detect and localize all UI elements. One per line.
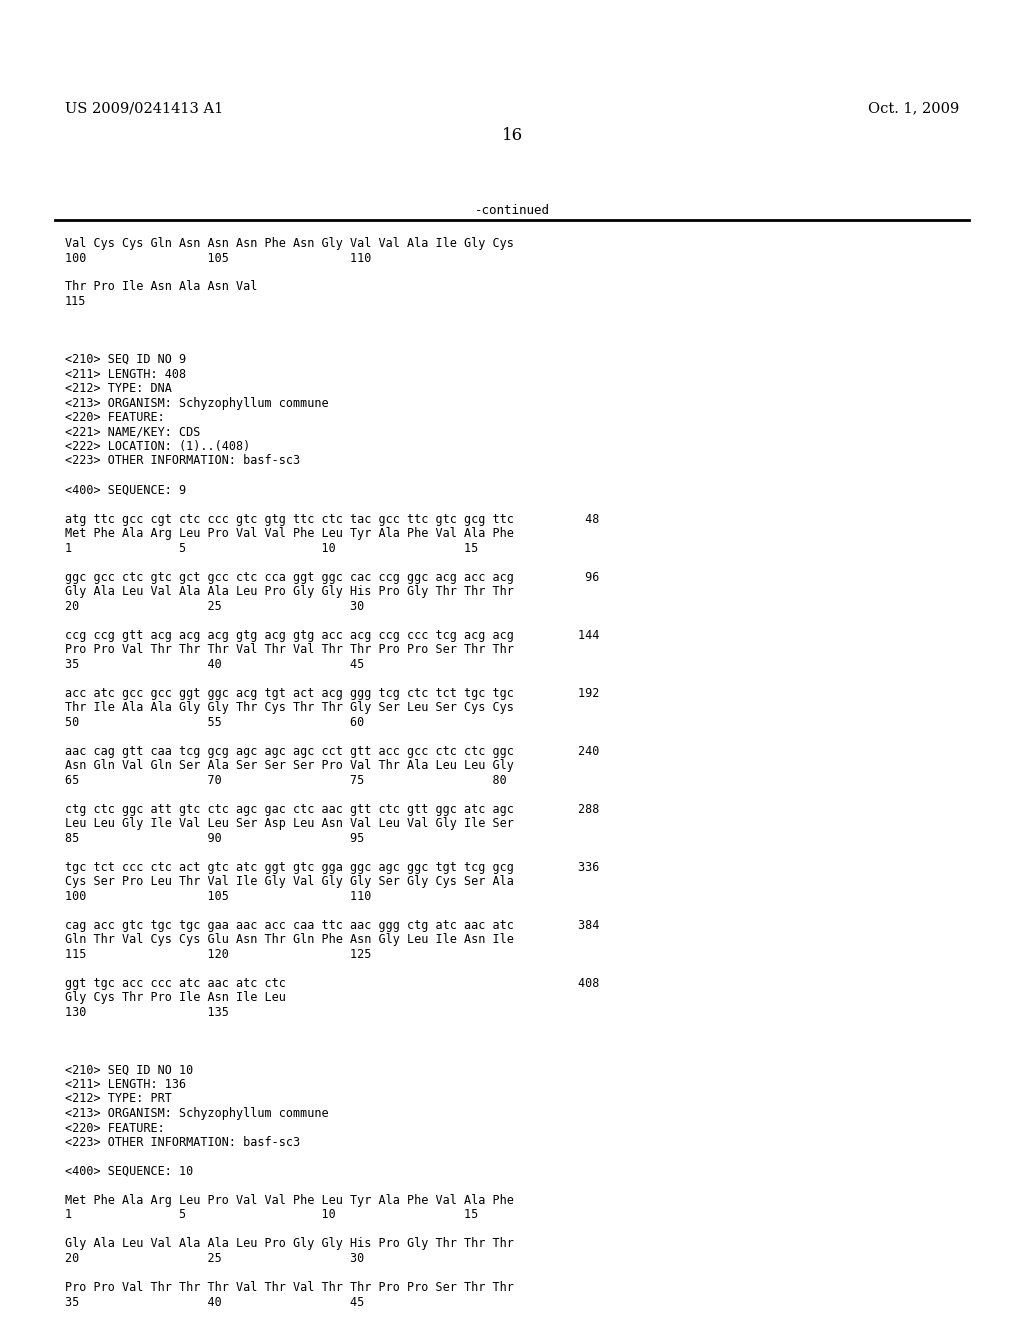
Text: -continued: -continued	[474, 203, 550, 216]
Text: 100                 105                 110: 100 105 110	[65, 252, 372, 264]
Text: acc atc gcc gcc ggt ggc acg tgt act acg ggg tcg ctc tct tgc tgc         192: acc atc gcc gcc ggt ggc acg tgt act acg …	[65, 686, 599, 700]
Text: US 2009/0241413 A1: US 2009/0241413 A1	[65, 102, 223, 115]
Text: <212> TYPE: DNA: <212> TYPE: DNA	[65, 381, 172, 395]
Text: <223> OTHER INFORMATION: basf-sc3: <223> OTHER INFORMATION: basf-sc3	[65, 454, 300, 467]
Text: 115                 120                 125: 115 120 125	[65, 948, 372, 961]
Text: <400> SEQUENCE: 10: <400> SEQUENCE: 10	[65, 1166, 194, 1177]
Text: ggc gcc ctc gtc gct gcc ctc cca ggt ggc cac ccg ggc acg acc acg          96: ggc gcc ctc gtc gct gcc ctc cca ggt ggc …	[65, 570, 599, 583]
Text: <213> ORGANISM: Schyzophyllum commune: <213> ORGANISM: Schyzophyllum commune	[65, 396, 329, 409]
Text: <212> TYPE: PRT: <212> TYPE: PRT	[65, 1093, 172, 1106]
Text: <211> LENGTH: 136: <211> LENGTH: 136	[65, 1078, 186, 1092]
Text: Pro Pro Val Thr Thr Thr Val Thr Val Thr Thr Pro Pro Ser Thr Thr: Pro Pro Val Thr Thr Thr Val Thr Val Thr …	[65, 1280, 514, 1294]
Text: Gly Ala Leu Val Ala Ala Leu Pro Gly Gly His Pro Gly Thr Thr Thr: Gly Ala Leu Val Ala Ala Leu Pro Gly Gly …	[65, 1238, 514, 1250]
Text: <221> NAME/KEY: CDS: <221> NAME/KEY: CDS	[65, 425, 201, 438]
Text: 20                  25                  30: 20 25 30	[65, 599, 365, 612]
Text: Asn Gln Val Gln Ser Ala Ser Ser Ser Pro Val Thr Ala Leu Leu Gly: Asn Gln Val Gln Ser Ala Ser Ser Ser Pro …	[65, 759, 514, 772]
Text: Val Cys Cys Gln Asn Asn Asn Phe Asn Gly Val Val Ala Ile Gly Cys: Val Cys Cys Gln Asn Asn Asn Phe Asn Gly …	[65, 238, 514, 249]
Text: ctg ctc ggc att gtc ctc agc gac ctc aac gtt ctc gtt ggc atc agc         288: ctg ctc ggc att gtc ctc agc gac ctc aac …	[65, 803, 599, 816]
Text: aac cag gtt caa tcg gcg agc agc agc cct gtt acc gcc ctc ctc ggc         240: aac cag gtt caa tcg gcg agc agc agc cct …	[65, 744, 599, 758]
Text: Thr Pro Ile Asn Ala Asn Val: Thr Pro Ile Asn Ala Asn Val	[65, 281, 257, 293]
Text: Cys Ser Pro Leu Thr Val Ile Gly Val Gly Gly Ser Gly Cys Ser Ala: Cys Ser Pro Leu Thr Val Ile Gly Val Gly …	[65, 875, 514, 888]
Text: <211> LENGTH: 408: <211> LENGTH: 408	[65, 367, 186, 380]
Text: <210> SEQ ID NO 9: <210> SEQ ID NO 9	[65, 352, 186, 366]
Text: <400> SEQUENCE: 9: <400> SEQUENCE: 9	[65, 483, 186, 496]
Text: 115: 115	[65, 294, 86, 308]
Text: <220> FEATURE:: <220> FEATURE:	[65, 1122, 165, 1134]
Text: Gln Thr Val Cys Cys Glu Asn Thr Gln Phe Asn Gly Leu Ile Asn Ile: Gln Thr Val Cys Cys Glu Asn Thr Gln Phe …	[65, 933, 514, 946]
Text: 85                  90                  95: 85 90 95	[65, 832, 365, 845]
Text: Oct. 1, 2009: Oct. 1, 2009	[867, 102, 959, 115]
Text: 130                 135: 130 135	[65, 1006, 229, 1019]
Text: <220> FEATURE:: <220> FEATURE:	[65, 411, 165, 424]
Text: tgc tct ccc ctc act gtc atc ggt gtc gga ggc agc ggc tgt tcg gcg         336: tgc tct ccc ctc act gtc atc ggt gtc gga …	[65, 861, 599, 874]
Text: 1               5                   10                  15: 1 5 10 15	[65, 541, 478, 554]
Text: Met Phe Ala Arg Leu Pro Val Val Phe Leu Tyr Ala Phe Val Ala Phe: Met Phe Ala Arg Leu Pro Val Val Phe Leu …	[65, 527, 514, 540]
Text: Gly Ala Leu Val Ala Ala Leu Pro Gly Gly His Pro Gly Thr Thr Thr: Gly Ala Leu Val Ala Ala Leu Pro Gly Gly …	[65, 585, 514, 598]
Text: ccg ccg gtt acg acg acg gtg acg gtg acc acg ccg ccc tcg acg acg         144: ccg ccg gtt acg acg acg gtg acg gtg acc …	[65, 628, 599, 642]
Text: 35                  40                  45: 35 40 45	[65, 657, 365, 671]
Text: 35                  40                  45: 35 40 45	[65, 1295, 365, 1308]
Text: atg ttc gcc cgt ctc ccc gtc gtg ttc ctc tac gcc ttc gtc gcg ttc          48: atg ttc gcc cgt ctc ccc gtc gtg ttc ctc …	[65, 512, 599, 525]
Text: Leu Leu Gly Ile Val Leu Ser Asp Leu Asn Val Leu Val Gly Ile Ser: Leu Leu Gly Ile Val Leu Ser Asp Leu Asn …	[65, 817, 514, 830]
Text: <223> OTHER INFORMATION: basf-sc3: <223> OTHER INFORMATION: basf-sc3	[65, 1137, 300, 1148]
Text: Pro Pro Val Thr Thr Thr Val Thr Val Thr Thr Pro Pro Ser Thr Thr: Pro Pro Val Thr Thr Thr Val Thr Val Thr …	[65, 643, 514, 656]
Text: 20                  25                  30: 20 25 30	[65, 1251, 365, 1265]
Text: 65                  70                  75                  80: 65 70 75 80	[65, 774, 507, 787]
Text: 1               5                   10                  15: 1 5 10 15	[65, 1209, 478, 1221]
Text: 16: 16	[502, 127, 522, 144]
Text: 50                  55                  60: 50 55 60	[65, 715, 365, 729]
Text: Thr Ile Ala Ala Gly Gly Thr Cys Thr Thr Gly Ser Leu Ser Cys Cys: Thr Ile Ala Ala Gly Gly Thr Cys Thr Thr …	[65, 701, 514, 714]
Text: 100                 105                 110: 100 105 110	[65, 890, 372, 903]
Text: Met Phe Ala Arg Leu Pro Val Val Phe Leu Tyr Ala Phe Val Ala Phe: Met Phe Ala Arg Leu Pro Val Val Phe Leu …	[65, 1195, 514, 1206]
Text: cag acc gtc tgc tgc gaa aac acc caa ttc aac ggg ctg atc aac atc         384: cag acc gtc tgc tgc gaa aac acc caa ttc …	[65, 919, 599, 932]
Text: <213> ORGANISM: Schyzophyllum commune: <213> ORGANISM: Schyzophyllum commune	[65, 1107, 329, 1119]
Text: <222> LOCATION: (1)..(408): <222> LOCATION: (1)..(408)	[65, 440, 250, 453]
Text: <210> SEQ ID NO 10: <210> SEQ ID NO 10	[65, 1064, 194, 1077]
Text: ggt tgc acc ccc atc aac atc ctc                                         408: ggt tgc acc ccc atc aac atc ctc 408	[65, 977, 599, 990]
Text: Gly Cys Thr Pro Ile Asn Ile Leu: Gly Cys Thr Pro Ile Asn Ile Leu	[65, 991, 286, 1005]
